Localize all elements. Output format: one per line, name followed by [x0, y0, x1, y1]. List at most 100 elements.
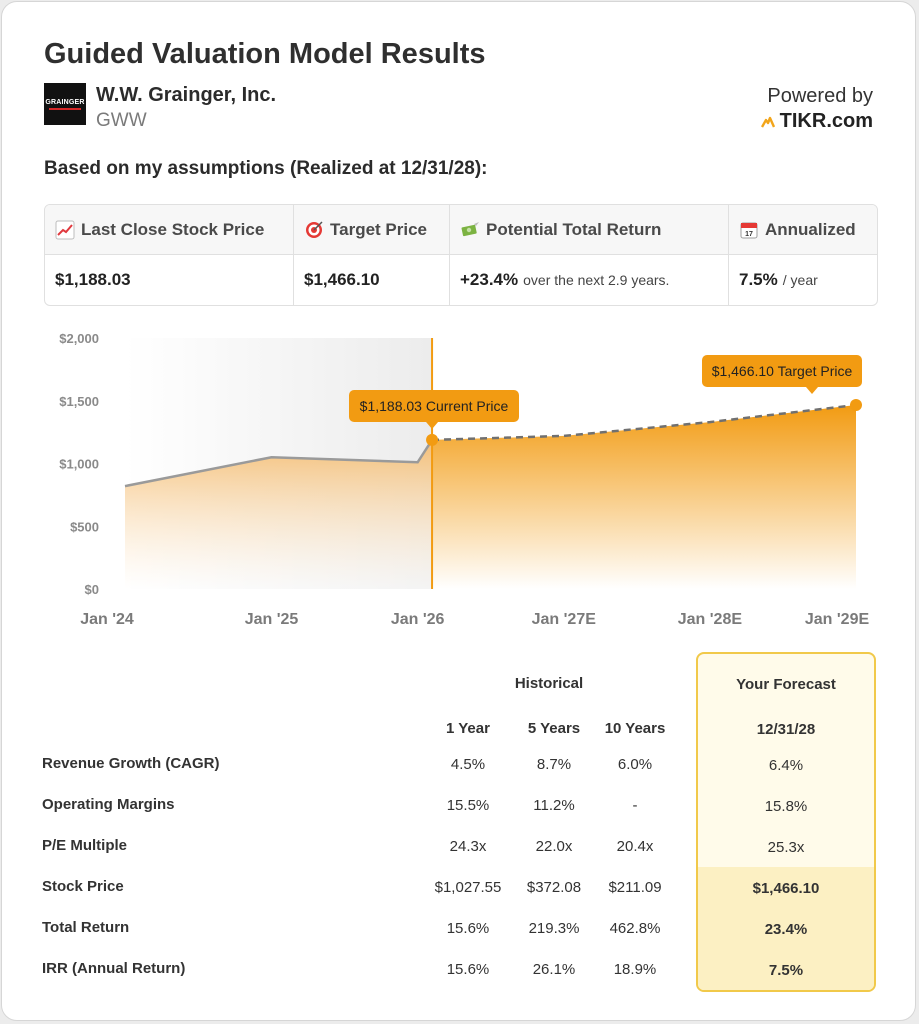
row-label: Revenue Growth (CAGR) [42, 755, 220, 772]
summary-col-last-close: Last Close Stock Price $1,188.03 [45, 205, 294, 305]
table-cell: 4.5% [450, 756, 486, 773]
forecast-column-date: 12/31/28 [756, 721, 816, 738]
row-label: Operating Margins [42, 796, 175, 813]
forecast-cell: 7.5% [768, 962, 804, 979]
assumptions-subtitle: Based on my assumptions (Realized at 12/… [44, 158, 488, 179]
table-cell: 15.5% [446, 797, 490, 814]
table-cell: 15.6% [446, 961, 490, 978]
current-price-point [426, 433, 439, 446]
table-cell: $372.08 [526, 879, 582, 896]
company-name: W.W. Grainger, Inc. [96, 84, 277, 106]
summary-head: Last Close Stock Price [45, 205, 293, 255]
summary-head: Potential Total Return [450, 205, 728, 255]
current-price-callout-label: $1,188.03 Current Price [360, 398, 509, 414]
current-price-callout-box [349, 390, 519, 422]
powered-by-label: Powered by [767, 85, 873, 107]
y-tick-label: $1,000 [59, 457, 99, 472]
forecast-cell: 15.8% [764, 798, 808, 815]
summary-value: $1,466.10 [294, 255, 449, 305]
current-price-callout-pointer [426, 422, 439, 429]
tikr-logo-icon [760, 116, 775, 128]
y-tick-label: $500 [70, 519, 99, 534]
target-price-value: $1,466.10 [304, 270, 380, 289]
summary-value: $1,188.03 [45, 255, 293, 305]
summary-head: Target Price [294, 205, 449, 255]
logo-text: GRAINGER [45, 98, 85, 106]
row-label: Stock Price [42, 878, 124, 895]
summary-label: Target Price [330, 219, 428, 239]
forecast-column-box [696, 652, 876, 992]
summary-table: Last Close Stock Price $1,188.03 Target … [44, 204, 878, 306]
x-tick-label: Jan '27E [532, 611, 597, 628]
x-tick-label: Jan '29E [805, 611, 870, 628]
column-header-5y: 5 Years [527, 720, 581, 737]
table-cell: 18.9% [613, 961, 657, 978]
table-cell: 22.0x [535, 838, 573, 855]
y-tick-label: $2,000 [59, 331, 99, 346]
target-price-callout-label: $1,466.10 Target Price [712, 363, 853, 379]
target-price-callout-box [702, 355, 862, 387]
forecast-cell: $1,466.10 [752, 880, 820, 897]
table-cell: - [632, 797, 638, 814]
table-cell: $211.09 [608, 879, 662, 896]
y-tick-label: $1,500 [59, 394, 99, 409]
x-tick-label: Jan '25 [245, 611, 299, 628]
row-label: P/E Multiple [42, 837, 128, 854]
historical-header: Historical [514, 675, 584, 692]
price-chart: $2,000 $1,500 $1,000 $500 $0 Jan '24 Jan '25 Ja… [59, 331, 870, 628]
table-cell: 20.4x [616, 838, 654, 855]
page-title: Guided Valuation Model Results [44, 38, 486, 70]
money-flying-icon [461, 221, 479, 236]
historical-line [124, 439, 434, 488]
forecast-cell: 6.4% [768, 757, 804, 774]
logo-stripe [49, 107, 81, 110]
table-cell: 11.2% [533, 797, 575, 814]
last-close-value: $1,188.03 [55, 270, 131, 289]
column-header-10y: 10 Years [604, 720, 666, 737]
tikr-brand-link[interactable]: TIKR.com [760, 110, 873, 133]
summary-label: Annualized [765, 219, 856, 239]
forecast-cell: 25.3x [767, 839, 805, 856]
brand-name: TIKR.com [779, 110, 873, 132]
total-return-value: +23.4% [460, 270, 519, 289]
x-tick-label: Jan '24 [80, 611, 134, 628]
target-price-point [850, 399, 862, 412]
forecast-highlight [698, 867, 874, 990]
table-cell: 24.3x [449, 838, 487, 855]
summary-label: Last Close Stock Price [81, 219, 265, 239]
summary-col-return: Potential Total Return +23.4% over the n… [450, 205, 729, 305]
company-logo: GRAINGER [44, 83, 86, 125]
summary-col-annualized: 17 Annualized 7.5% / year [729, 205, 877, 305]
summary-label: Potential Total Return [486, 219, 662, 239]
table-cell: 219.3% [528, 920, 580, 937]
table-cell: 15.6% [446, 920, 490, 937]
x-tick-label: Jan '26 [391, 611, 445, 628]
svg-text:17: 17 [745, 231, 753, 238]
row-label: IRR (Annual Return) [42, 960, 186, 977]
annualized-note: / year [782, 272, 818, 288]
row-label: Total Return [42, 919, 130, 936]
annualized-value: 7.5% [739, 270, 778, 289]
calendar-icon: 17 [740, 222, 758, 238]
forecast-area [432, 405, 856, 589]
table-cell: 6.0% [617, 756, 653, 773]
x-tick-label: Jan '28E [678, 611, 743, 628]
target-icon [306, 220, 323, 238]
forecast-line [432, 403, 857, 442]
forecast-header: Your Forecast [736, 676, 836, 693]
summary-value: 7.5% / year [729, 255, 877, 305]
y-tick-label: $0 [85, 582, 99, 597]
summary-head: 17 Annualized [729, 205, 877, 255]
forecast-cell: 23.4% [764, 921, 808, 938]
table-cell: 462.8% [609, 920, 661, 937]
historical-area [125, 439, 433, 589]
summary-col-target: Target Price $1,466.10 [294, 205, 450, 305]
summary-value: +23.4% over the next 2.9 years. [450, 255, 728, 305]
table-cell: 8.7% [536, 756, 572, 773]
table-cell: $1,027.55 [434, 879, 502, 896]
table-cell: 26.1% [532, 961, 576, 978]
target-price-callout-pointer [806, 387, 818, 394]
total-return-note: over the next 2.9 years. [523, 272, 670, 288]
ticker-symbol: GWW [96, 110, 147, 131]
chart-increasing-icon [55, 220, 75, 239]
